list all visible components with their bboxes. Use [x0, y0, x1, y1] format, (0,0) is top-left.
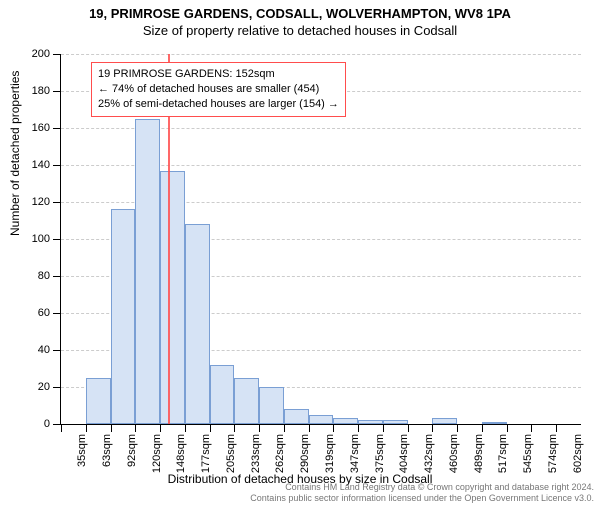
x-tick — [482, 424, 483, 432]
histogram-bar — [111, 209, 136, 424]
x-tick-label: 233sqm — [250, 434, 262, 473]
page-subtitle: Size of property relative to detached ho… — [0, 23, 600, 38]
y-tick — [53, 350, 61, 351]
x-tick-label: 63sqm — [101, 434, 113, 467]
histogram-bar — [160, 171, 185, 424]
annotation-line: ← 74% of detached houses are smaller (45… — [98, 82, 339, 97]
y-tick — [53, 91, 61, 92]
histogram-bar — [358, 420, 383, 424]
x-tick — [383, 424, 384, 432]
histogram-bar — [135, 119, 160, 424]
y-tick — [53, 313, 61, 314]
footer-line: Contains HM Land Registry data © Crown c… — [250, 482, 594, 493]
x-tick — [160, 424, 161, 432]
histogram-bar — [185, 224, 210, 424]
x-tick — [333, 424, 334, 432]
x-tick — [531, 424, 532, 432]
annotation-line: 19 PRIMROSE GARDENS: 152sqm — [98, 67, 339, 82]
x-tick — [259, 424, 260, 432]
y-tick-label: 40 — [10, 344, 50, 356]
histogram-bar — [210, 365, 235, 424]
x-tick-label: 602sqm — [572, 434, 584, 473]
x-tick — [556, 424, 557, 432]
x-tick — [61, 424, 62, 432]
footer-line: Contains public sector information licen… — [250, 493, 594, 504]
x-tick — [457, 424, 458, 432]
x-tick-label: 517sqm — [497, 434, 509, 473]
histogram-bar — [309, 415, 334, 424]
x-tick-label: 545sqm — [522, 434, 534, 473]
x-tick — [234, 424, 235, 432]
x-tick-label: 347sqm — [349, 434, 361, 473]
y-tick — [53, 239, 61, 240]
y-tick-label: 160 — [10, 122, 50, 134]
histogram-bar — [482, 422, 507, 424]
grid-line — [61, 54, 581, 55]
x-tick — [86, 424, 87, 432]
x-tick-label: 319sqm — [324, 434, 336, 473]
y-tick-label: 180 — [10, 85, 50, 97]
y-tick-label: 0 — [10, 418, 50, 430]
histogram-bar — [383, 420, 408, 424]
x-tick-label: 120sqm — [151, 434, 163, 473]
x-tick — [408, 424, 409, 432]
x-tick-label: 290sqm — [299, 434, 311, 473]
plot-area: 19 PRIMROSE GARDENS: 152sqm← 74% of deta… — [60, 54, 581, 425]
annotation-line: 25% of semi-detached houses are larger (… — [98, 97, 339, 112]
histogram-bar — [333, 418, 358, 424]
y-tick — [53, 165, 61, 166]
x-tick-label: 460sqm — [448, 434, 460, 473]
x-tick-label: 92sqm — [126, 434, 138, 467]
x-tick — [507, 424, 508, 432]
y-tick-label: 200 — [10, 48, 50, 60]
y-tick-label: 60 — [10, 307, 50, 319]
x-tick-label: 375sqm — [374, 434, 386, 473]
x-tick — [135, 424, 136, 432]
y-tick-label: 20 — [10, 381, 50, 393]
y-tick-label: 80 — [10, 270, 50, 282]
y-tick-label: 120 — [10, 196, 50, 208]
y-tick — [53, 387, 61, 388]
x-tick — [432, 424, 433, 432]
x-tick-label: 574sqm — [547, 434, 559, 473]
histogram-bar — [432, 418, 457, 424]
x-tick-label: 404sqm — [398, 434, 410, 473]
y-tick-label: 140 — [10, 159, 50, 171]
x-tick-label: 35sqm — [76, 434, 88, 467]
histogram-bar — [234, 378, 259, 424]
x-tick-label: 432sqm — [423, 434, 435, 473]
histogram-bar — [284, 409, 309, 424]
x-tick — [309, 424, 310, 432]
x-tick — [284, 424, 285, 432]
x-tick-label: 148sqm — [175, 434, 187, 473]
x-tick — [210, 424, 211, 432]
x-tick — [358, 424, 359, 432]
y-tick — [53, 54, 61, 55]
x-tick-label: 489sqm — [473, 434, 485, 473]
y-tick — [53, 424, 61, 425]
page-title: 19, PRIMROSE GARDENS, CODSALL, WOLVERHAM… — [0, 6, 600, 21]
y-tick — [53, 276, 61, 277]
x-tick — [111, 424, 112, 432]
y-tick — [53, 128, 61, 129]
x-tick-label: 262sqm — [274, 434, 286, 473]
footer-attribution: Contains HM Land Registry data © Crown c… — [250, 482, 594, 504]
histogram-chart: 19 PRIMROSE GARDENS: 152sqm← 74% of deta… — [60, 54, 580, 424]
x-tick — [185, 424, 186, 432]
y-tick — [53, 202, 61, 203]
annotation-box: 19 PRIMROSE GARDENS: 152sqm← 74% of deta… — [91, 62, 346, 117]
y-tick-label: 100 — [10, 233, 50, 245]
histogram-bar — [259, 387, 284, 424]
x-tick-label: 205sqm — [225, 434, 237, 473]
x-tick-label: 177sqm — [200, 434, 212, 473]
histogram-bar — [86, 378, 111, 424]
